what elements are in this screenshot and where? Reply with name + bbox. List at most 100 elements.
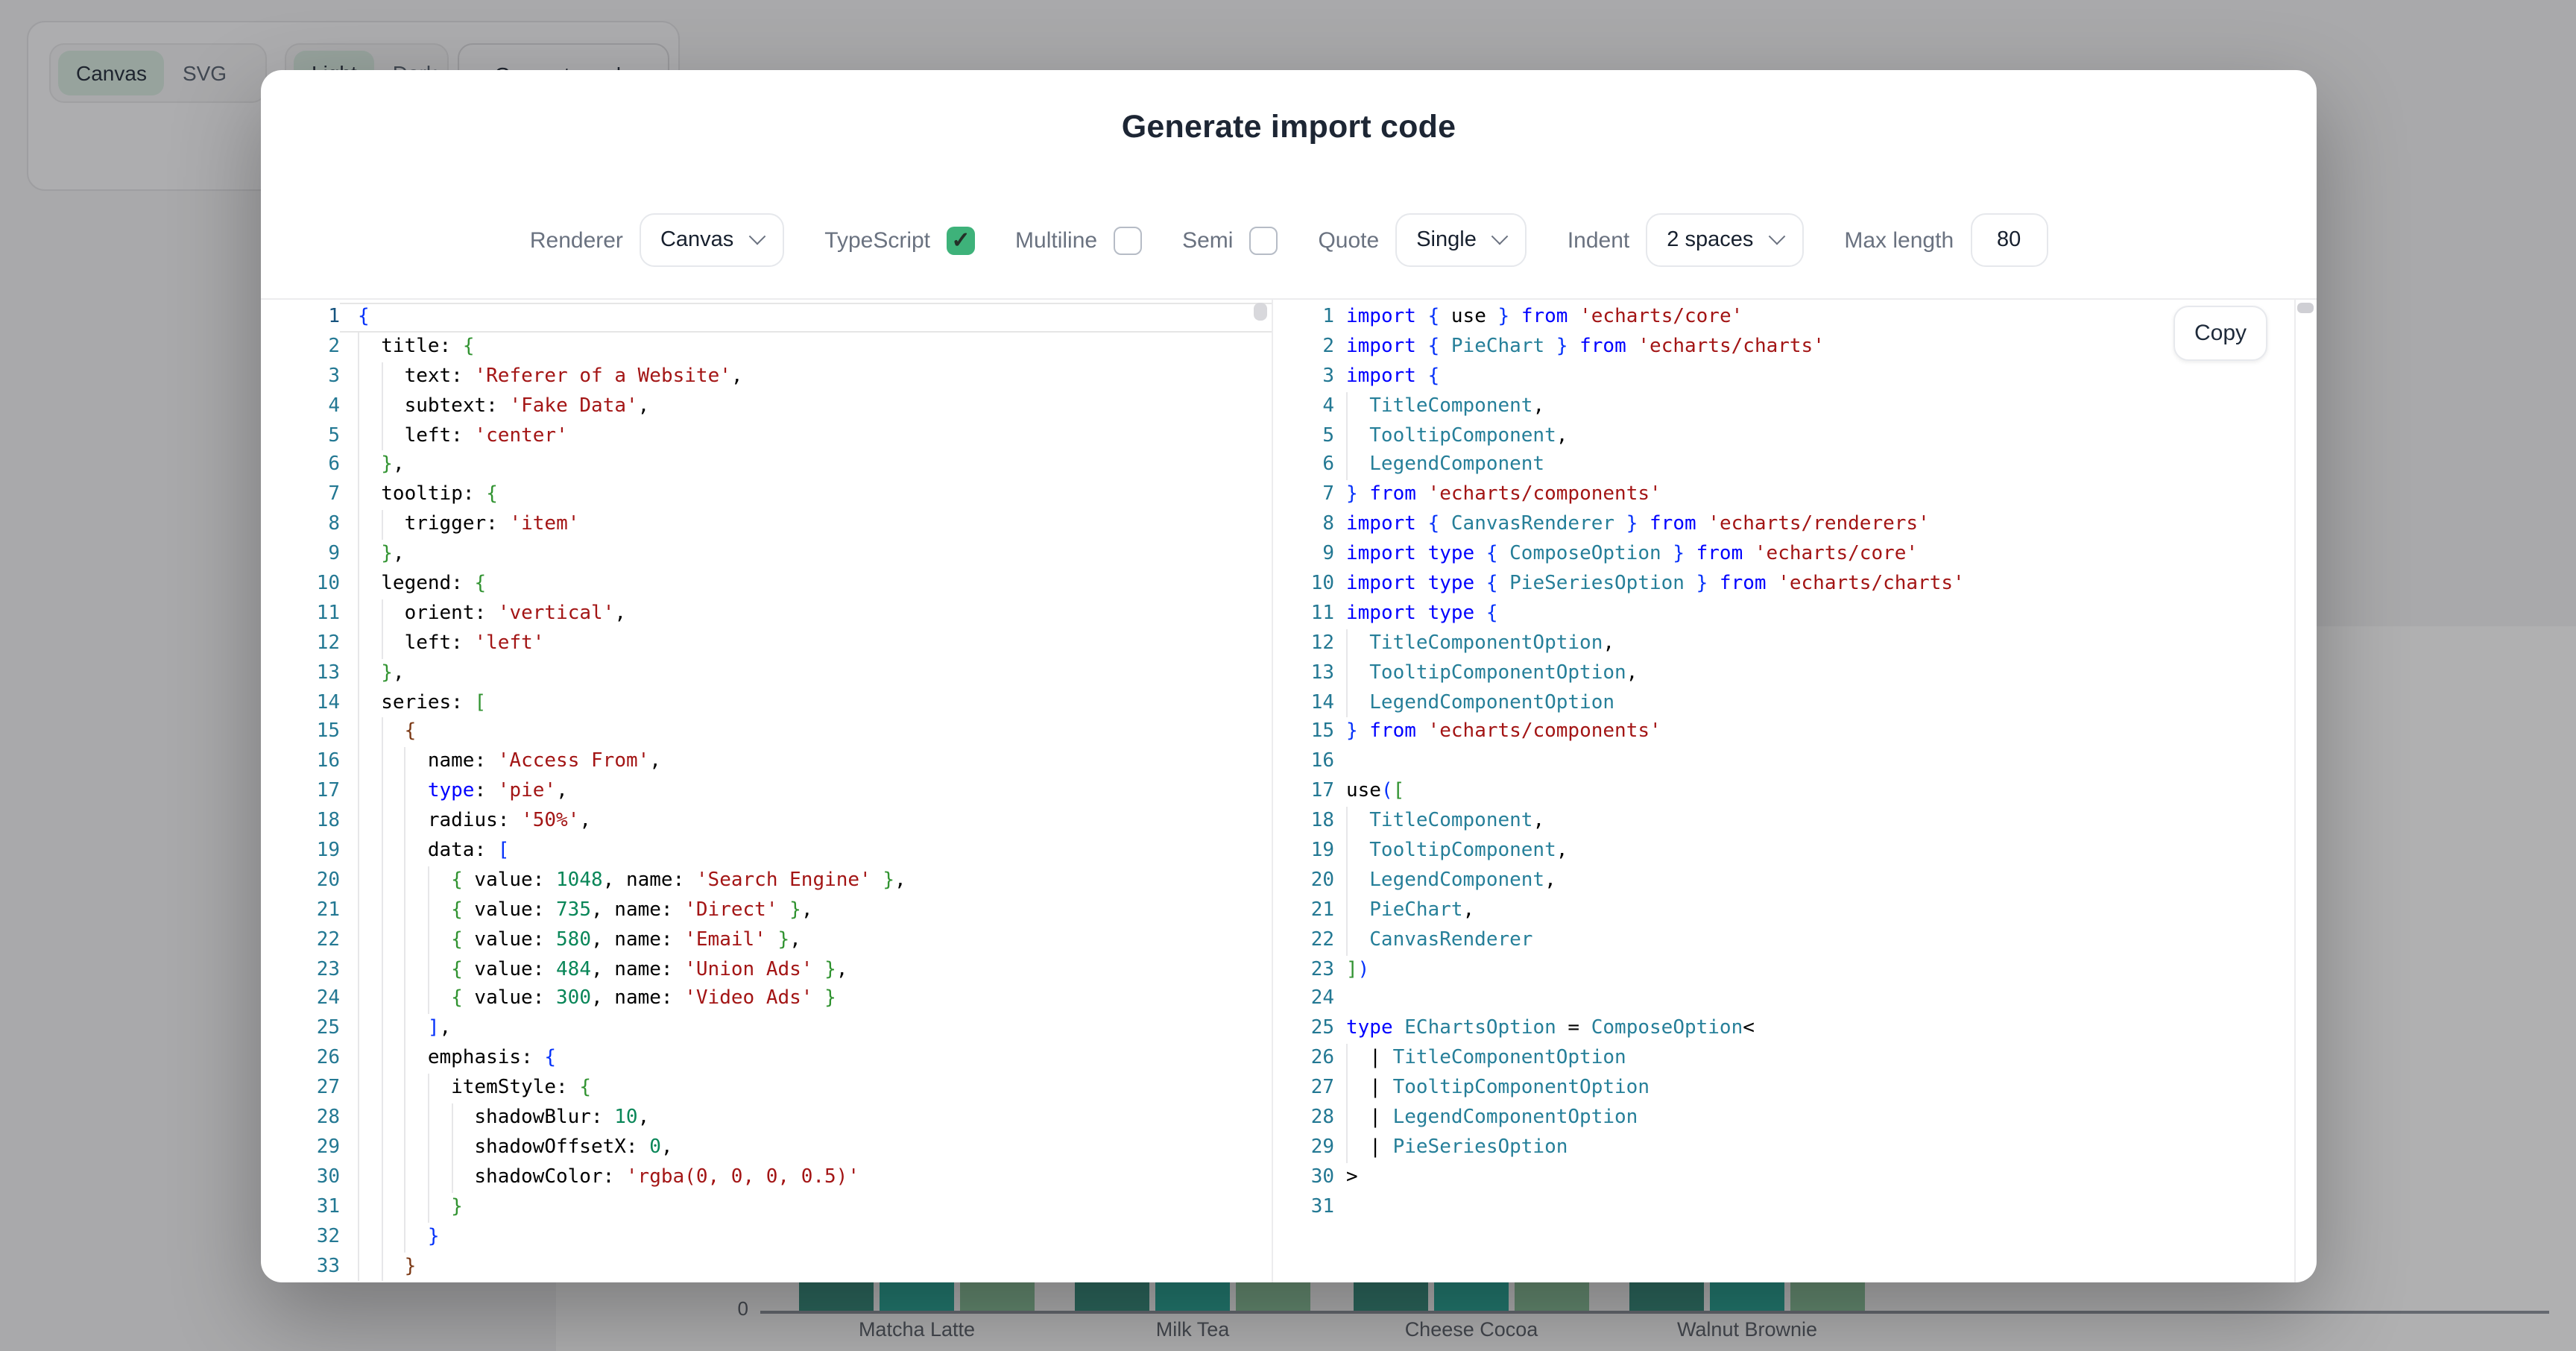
indent-guide xyxy=(405,955,428,985)
indent-select-value: 2 spaces xyxy=(1667,228,1753,252)
line-number: 4 xyxy=(261,391,340,421)
import-code-panel[interactable]: 1import { use } from 'echarts/core'2impo… xyxy=(1282,300,2317,1282)
indent-label: Indent xyxy=(1568,227,1629,253)
code-line: 7} from 'echarts/components' xyxy=(1282,481,2317,511)
code-line-content: TitleComponent, xyxy=(1334,807,2317,837)
indent-guide xyxy=(1346,1074,1369,1103)
indent-guide xyxy=(428,1192,451,1222)
renderer-select[interactable]: Canvas xyxy=(640,213,784,267)
copy-button[interactable]: Copy xyxy=(2174,306,2267,361)
code-line: 4subtext: 'Fake Data', xyxy=(261,391,1272,421)
line-number: 22 xyxy=(1282,925,1334,955)
left-editor-scrollbar-thumb[interactable] xyxy=(1254,303,1267,321)
dialog-scrollbar-thumb[interactable] xyxy=(2297,303,2314,313)
line-number: 17 xyxy=(1282,778,1334,807)
code-line: 6}, xyxy=(261,451,1272,481)
code-line-content: } xyxy=(340,1222,1272,1252)
code-line: 29shadowOffsetX: 0, xyxy=(261,1133,1272,1163)
code-line: 28| LegendComponentOption xyxy=(1282,1103,2317,1133)
line-number: 10 xyxy=(261,570,340,599)
code-line-content: | TitleComponentOption xyxy=(1334,1045,2317,1074)
line-number: 11 xyxy=(1282,599,1334,629)
code-line-content: radius: '50%', xyxy=(340,807,1272,837)
code-line-content: }, xyxy=(340,540,1272,570)
code-line: 30> xyxy=(1282,1163,2317,1193)
indent-guide xyxy=(358,540,381,570)
line-number: 14 xyxy=(261,688,340,718)
indent-guide xyxy=(381,510,404,540)
max-length-input[interactable]: 80 xyxy=(1970,213,2048,267)
indent-guide xyxy=(358,1133,381,1163)
code-line: 2import { PieChart } from 'echarts/chart… xyxy=(1282,333,2317,362)
code-line: 32} xyxy=(261,1222,1272,1252)
line-number: 31 xyxy=(261,1192,340,1222)
line-number: 16 xyxy=(1282,748,1334,778)
indent-guide xyxy=(381,1045,404,1074)
line-number: 9 xyxy=(1282,540,1334,570)
line-number: 25 xyxy=(261,1015,340,1045)
indent-guide xyxy=(358,391,381,421)
code-line-content: trigger: 'item' xyxy=(340,510,1272,540)
code-line: 3import { xyxy=(1282,362,2317,392)
indent-guide xyxy=(1346,866,1369,896)
semi-label: Semi xyxy=(1182,227,1233,253)
indent-guide xyxy=(381,1163,404,1193)
code-line: 13TooltipComponentOption, xyxy=(1282,658,2317,688)
code-line-content: import type { ComposeOption } from 'echa… xyxy=(1334,540,2317,570)
code-line: 12TitleComponentOption, xyxy=(1282,629,2317,659)
indent-guide xyxy=(358,778,381,807)
code-line-content xyxy=(1334,985,2317,1015)
quote-select[interactable]: Single xyxy=(1395,213,1527,267)
line-number: 20 xyxy=(261,866,340,896)
code-line: 7tooltip: { xyxy=(261,481,1272,511)
line-number: 33 xyxy=(261,1252,340,1282)
line-number: 10 xyxy=(1282,570,1334,599)
indent-guide xyxy=(358,1192,381,1222)
code-line: 5left: 'center' xyxy=(261,421,1272,451)
indent-guide xyxy=(405,748,428,778)
line-number: 11 xyxy=(261,599,340,629)
renderer-label: Renderer xyxy=(530,227,623,253)
indent-guide xyxy=(1346,391,1369,421)
max-length-label: Max length xyxy=(1844,227,1954,253)
code-line-content: TitleComponentOption, xyxy=(1334,629,2317,659)
line-number: 32 xyxy=(261,1222,340,1252)
code-line-content: } xyxy=(340,1192,1272,1222)
option-code-editor[interactable]: 1{2title: {3text: 'Referer of a Website'… xyxy=(261,300,1273,1282)
indent-guide xyxy=(358,925,381,955)
indent-guide xyxy=(405,807,428,837)
code-line-content: shadowOffsetX: 0, xyxy=(340,1133,1272,1163)
code-line-content: use([ xyxy=(1334,778,2317,807)
line-number: 5 xyxy=(1282,421,1334,451)
code-line-content: CanvasRenderer xyxy=(1334,925,2317,955)
code-line: 1{ xyxy=(261,303,1272,333)
code-line: 25], xyxy=(261,1015,1272,1045)
indent-guide xyxy=(405,778,428,807)
line-number: 28 xyxy=(1282,1103,1334,1133)
line-number: 15 xyxy=(261,718,340,748)
indent-guide xyxy=(428,1133,451,1163)
code-line-content: LegendComponentOption xyxy=(1334,688,2317,718)
code-line-content: { value: 735, name: 'Direct' }, xyxy=(340,896,1272,926)
typescript-checkbox[interactable]: ✓ xyxy=(947,226,975,254)
line-number: 19 xyxy=(1282,837,1334,866)
code-line: 14series: [ xyxy=(261,688,1272,718)
code-line: 6LegendComponent xyxy=(1282,451,2317,481)
indent-select[interactable]: 2 spaces xyxy=(1646,213,1804,267)
semi-checkbox[interactable] xyxy=(1249,226,1278,254)
multiline-checkbox[interactable] xyxy=(1114,226,1142,254)
indent-guide xyxy=(381,925,404,955)
indent-guide xyxy=(358,362,381,392)
code-line: 19data: [ xyxy=(261,837,1272,866)
line-number: 18 xyxy=(261,807,340,837)
code-line: 3text: 'Referer of a Website', xyxy=(261,362,1272,392)
code-line: 20{ value: 1048, name: 'Search Engine' }… xyxy=(261,866,1272,896)
line-number: 31 xyxy=(1282,1192,1334,1222)
code-line: 4TitleComponent, xyxy=(1282,391,2317,421)
indent-guide xyxy=(358,955,381,985)
code-line-content: import { PieChart } from 'echarts/charts… xyxy=(1334,333,2317,362)
indent-guide xyxy=(358,629,381,659)
code-line-content: > xyxy=(1334,1163,2317,1193)
indent-guide xyxy=(381,718,404,748)
code-line: 16 xyxy=(1282,748,2317,778)
